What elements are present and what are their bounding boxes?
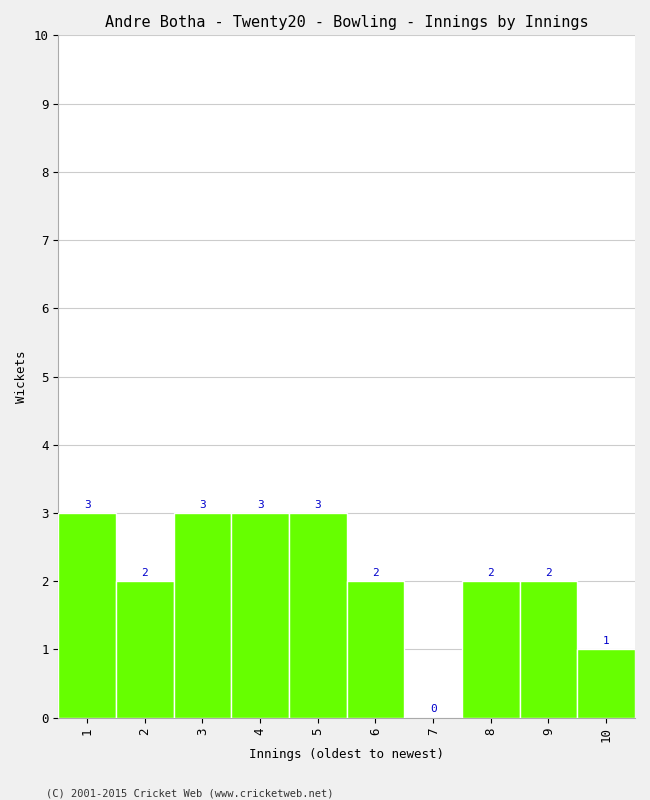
Text: 3: 3	[257, 499, 263, 510]
Text: 3: 3	[199, 499, 206, 510]
Bar	[174, 513, 231, 718]
Text: 3: 3	[84, 499, 90, 510]
Bar	[577, 650, 635, 718]
Bar	[519, 582, 577, 718]
Bar	[289, 513, 346, 718]
Bar	[346, 582, 404, 718]
Title: Andre Botha - Twenty20 - Bowling - Innings by Innings: Andre Botha - Twenty20 - Bowling - Innin…	[105, 15, 588, 30]
Text: 2: 2	[488, 568, 494, 578]
X-axis label: Innings (oldest to newest): Innings (oldest to newest)	[249, 748, 444, 761]
Y-axis label: Wickets: Wickets	[15, 350, 28, 402]
Text: 2: 2	[372, 568, 379, 578]
Bar	[116, 582, 174, 718]
Text: 0: 0	[430, 704, 437, 714]
Bar	[231, 513, 289, 718]
Text: 2: 2	[142, 568, 148, 578]
Bar	[462, 582, 519, 718]
Bar	[58, 513, 116, 718]
Text: 1: 1	[603, 636, 610, 646]
Text: (C) 2001-2015 Cricket Web (www.cricketweb.net): (C) 2001-2015 Cricket Web (www.cricketwe…	[46, 788, 333, 798]
Text: 2: 2	[545, 568, 552, 578]
Text: 3: 3	[315, 499, 321, 510]
